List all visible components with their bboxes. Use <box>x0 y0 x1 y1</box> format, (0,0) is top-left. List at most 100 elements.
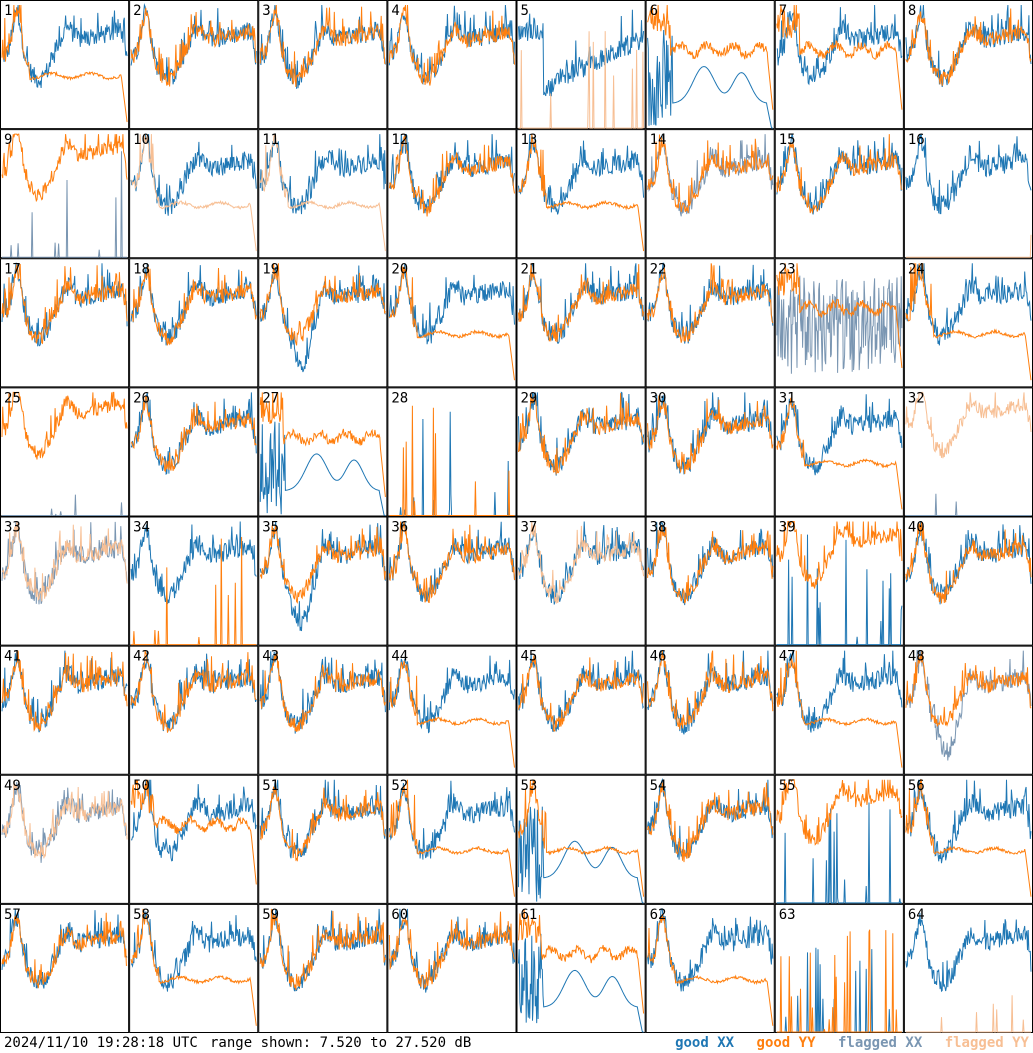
panel-frame <box>774 129 904 259</box>
panel-27: 27 <box>258 387 388 517</box>
panel-frame <box>516 0 646 130</box>
panel-frame <box>258 387 388 517</box>
legend-flagged-yy: flagged YY <box>944 1035 1029 1051</box>
panel-50: 50 <box>129 774 259 904</box>
series-good-yy <box>647 395 774 474</box>
panel-frame <box>645 645 775 775</box>
series-good-yy <box>647 524 774 604</box>
series-good-yy <box>388 134 515 217</box>
panel-17: 17 <box>0 258 130 388</box>
series-good-yy <box>131 536 257 646</box>
panel-number: 35 <box>262 520 279 536</box>
series-good-yy <box>905 263 1032 381</box>
panel-number: 58 <box>133 907 150 923</box>
series-good-yy <box>518 134 645 252</box>
panel-frame <box>516 258 646 388</box>
panel-frame <box>129 516 259 646</box>
panel-frame <box>774 0 904 130</box>
series-good-xx <box>388 655 515 734</box>
panel-63: 63 <box>774 903 904 1033</box>
series-good-yy <box>647 4 774 110</box>
panel-49: 49 <box>0 774 130 904</box>
series-good-xx <box>1 650 128 733</box>
panel-44: 44 <box>387 645 517 775</box>
series-good-yy <box>647 782 774 863</box>
series-flagged-xx <box>776 275 903 374</box>
panel-frame <box>516 645 646 775</box>
panel-number: 26 <box>133 390 150 406</box>
panel-5: 5 <box>516 0 646 130</box>
panel-frame <box>0 774 130 904</box>
panel-number: 13 <box>521 132 538 148</box>
range-text: range shown: 7.520 to 27.520 dB <box>210 1035 472 1051</box>
series-good-yy <box>1 263 128 345</box>
panel-51: 51 <box>258 774 388 904</box>
panel-frame <box>129 645 259 775</box>
panel-number: 16 <box>908 132 925 148</box>
series-good-xx <box>518 806 644 904</box>
series-good-yy <box>388 4 515 86</box>
panel-number: 36 <box>391 520 408 536</box>
panel-frame <box>258 903 388 1033</box>
panel-frame <box>387 774 517 904</box>
panel-frame <box>774 903 904 1033</box>
panel-number: 56 <box>908 778 925 794</box>
panel-frame <box>129 903 259 1033</box>
legend-flagged-xx: flagged XX <box>837 1035 923 1051</box>
series-good-yy <box>1 650 128 732</box>
series-flagged-yy <box>905 391 1032 459</box>
panel-number: 46 <box>650 649 667 665</box>
panel-number: 17 <box>4 261 21 277</box>
panel-frame <box>129 258 259 388</box>
panel-number: 20 <box>391 261 408 277</box>
series-flagged-yy <box>1 780 128 859</box>
panel-number: 33 <box>4 520 21 536</box>
panel-45: 45 <box>516 645 646 775</box>
panel-4: 4 <box>387 0 517 130</box>
panel-36: 36 <box>387 516 517 646</box>
panel-number: 15 <box>779 132 796 148</box>
panel-22: 22 <box>645 258 775 388</box>
panel-32: 32 <box>903 387 1033 517</box>
panel-20: 20 <box>387 258 517 388</box>
panel-number: 45 <box>521 649 538 665</box>
panel-number: 2 <box>133 3 141 19</box>
panel-frame <box>774 258 904 388</box>
series-flagged-yy <box>1 521 128 602</box>
panel-13: 13 <box>516 129 646 259</box>
panel-frame <box>903 903 1033 1033</box>
panel-frame <box>129 774 259 904</box>
panel-number: 31 <box>779 390 796 406</box>
panel-56: 56 <box>903 774 1033 904</box>
panel-31: 31 <box>774 387 904 517</box>
panel-57: 57 <box>0 903 130 1033</box>
series-good-xx <box>776 534 903 646</box>
series-good-yy <box>905 521 1032 604</box>
series-good-yy <box>130 7 257 87</box>
panel-frame <box>774 387 904 517</box>
panel-number: 59 <box>262 907 279 923</box>
series-flagged-xx <box>905 650 1032 761</box>
panel-number: 41 <box>4 649 21 665</box>
panel-number: 10 <box>133 132 150 148</box>
series-good-yy <box>1 4 128 123</box>
panel-number: 27 <box>262 390 279 406</box>
panel-3: 3 <box>258 0 388 130</box>
panel-38: 38 <box>645 516 775 646</box>
series-good-yy <box>776 134 903 215</box>
panel-number: 43 <box>262 649 279 665</box>
panel-number: 37 <box>521 520 538 536</box>
series-good-yy <box>905 8 1032 86</box>
series-good-xx <box>259 521 386 632</box>
series-good-xx <box>905 134 1032 215</box>
panel-2: 2 <box>129 0 259 130</box>
panel-number: 9 <box>4 132 12 148</box>
series-good-yy <box>647 650 774 730</box>
series-good-yy <box>776 779 903 846</box>
panel-number: 1 <box>4 3 12 19</box>
panel-frame <box>387 516 517 646</box>
series-good-yy <box>518 908 645 1014</box>
panel-number: 47 <box>779 649 796 665</box>
panel-34: 34 <box>129 516 259 646</box>
series-good-xx <box>776 802 902 904</box>
